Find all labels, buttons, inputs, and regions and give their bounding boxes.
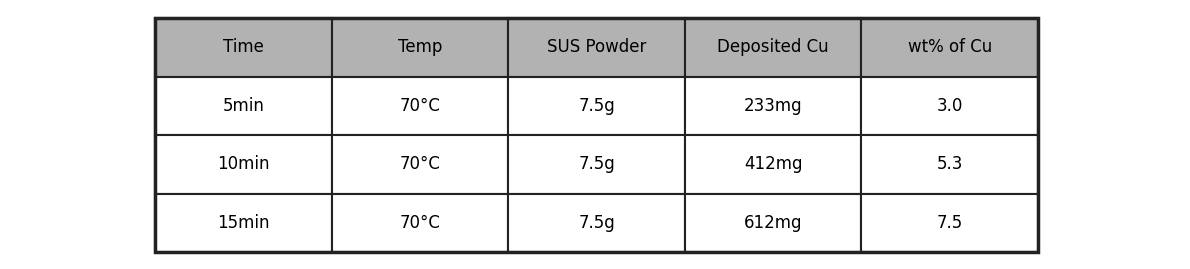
Bar bbox=[508, 76, 684, 135]
Bar bbox=[155, 76, 332, 135]
Bar bbox=[862, 76, 1038, 135]
Bar bbox=[862, 193, 1038, 252]
Text: 5min: 5min bbox=[223, 97, 264, 115]
Text: 70°C: 70°C bbox=[400, 214, 440, 232]
Bar bbox=[684, 135, 862, 193]
Bar bbox=[155, 193, 332, 252]
Text: Time: Time bbox=[223, 38, 264, 56]
Text: wt% of Cu: wt% of Cu bbox=[908, 38, 991, 56]
Text: 233mg: 233mg bbox=[744, 97, 802, 115]
Text: 7.5: 7.5 bbox=[937, 214, 963, 232]
Bar bbox=[332, 193, 508, 252]
Text: 612mg: 612mg bbox=[744, 214, 802, 232]
Bar bbox=[508, 18, 684, 76]
Bar bbox=[508, 135, 684, 193]
Text: SUS Powder: SUS Powder bbox=[547, 38, 646, 56]
Bar bbox=[155, 135, 332, 193]
Text: 412mg: 412mg bbox=[744, 155, 802, 173]
Text: 15min: 15min bbox=[217, 214, 270, 232]
Text: 7.5g: 7.5g bbox=[578, 214, 615, 232]
Bar bbox=[684, 76, 862, 135]
Text: 3.0: 3.0 bbox=[937, 97, 963, 115]
Bar bbox=[684, 18, 862, 76]
Bar bbox=[155, 18, 332, 76]
Text: 70°C: 70°C bbox=[400, 155, 440, 173]
Text: 7.5g: 7.5g bbox=[578, 97, 615, 115]
Text: Deposited Cu: Deposited Cu bbox=[718, 38, 829, 56]
Bar bbox=[862, 18, 1038, 76]
Bar bbox=[332, 135, 508, 193]
Text: 5.3: 5.3 bbox=[937, 155, 963, 173]
Bar bbox=[332, 18, 508, 76]
Text: Temp: Temp bbox=[397, 38, 443, 56]
Text: 10min: 10min bbox=[217, 155, 270, 173]
Bar bbox=[862, 135, 1038, 193]
Text: 70°C: 70°C bbox=[400, 97, 440, 115]
Bar bbox=[684, 193, 862, 252]
Bar bbox=[508, 193, 684, 252]
Bar bbox=[155, 18, 1038, 252]
Text: 7.5g: 7.5g bbox=[578, 155, 615, 173]
Bar bbox=[332, 76, 508, 135]
